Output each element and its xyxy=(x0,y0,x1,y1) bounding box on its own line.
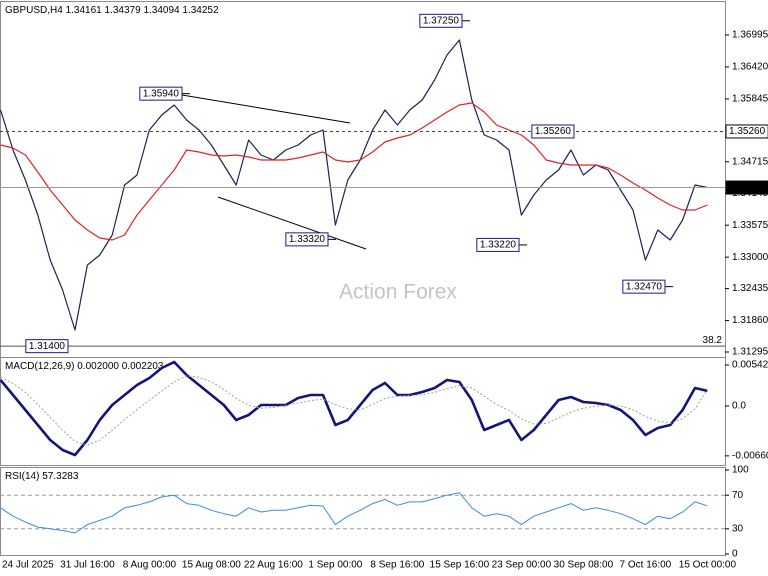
y-tick-label: 1.32435 xyxy=(732,283,768,294)
y-tick-label: -0.006603 xyxy=(732,451,768,462)
price-annotation-box xyxy=(139,86,183,101)
rsi-header: RSI(14) 57.3283 xyxy=(5,471,79,482)
price-annotation: 1.37250 xyxy=(423,15,460,26)
price-annotation: 1.31400 xyxy=(29,341,66,352)
x-tick-label: 31 Jul 16:00 xyxy=(60,560,115,571)
price-annotation-box xyxy=(25,339,69,354)
current-price-label: 1.34252 xyxy=(729,182,766,193)
series-line xyxy=(0,360,708,457)
y-tick-label: 1.33000 xyxy=(732,252,768,263)
y-tick-label: 1.34715 xyxy=(732,156,768,167)
y-tick-label: 1.36995 xyxy=(732,30,768,41)
y-tick-label: 1.35845 xyxy=(732,94,768,105)
panel-frame xyxy=(0,357,726,466)
resistance-label: 1.35260 xyxy=(535,126,572,137)
open: 1.34161 xyxy=(66,5,103,16)
resistance-label-box xyxy=(531,124,575,139)
price-annotation: 1.35940 xyxy=(143,88,180,99)
x-tick-label: 15 Oct 00:00 xyxy=(679,560,737,571)
close: 1.34252 xyxy=(182,5,219,16)
y-tick-label: 0 xyxy=(732,549,738,560)
x-tick-label: 15 Aug 08:00 xyxy=(182,560,241,571)
y-tick-label: 1.31860 xyxy=(732,315,768,326)
price-annotation-box xyxy=(622,279,666,294)
series-line xyxy=(0,102,708,241)
x-tick-label: 8 Sep 16:00 xyxy=(370,560,424,571)
series-line xyxy=(0,375,708,446)
y-tick-label: 1.31295 xyxy=(732,347,768,358)
y-tick-label: 0.005427 xyxy=(732,360,768,371)
y-tick-label: 1.36420 xyxy=(732,62,768,73)
macd-value: 0.002000 xyxy=(77,361,119,372)
series-line xyxy=(0,492,708,534)
macd-header: MACD(12,26,9) 0.002000 0.002203 xyxy=(5,361,164,372)
panel-frame xyxy=(0,467,726,556)
x-tick-label: 24 Jul 2025 xyxy=(2,560,54,571)
y-tick-label: 1.33575 xyxy=(732,220,768,231)
price-annotation: 1.33320 xyxy=(289,234,326,245)
price-annotation: 1.32470 xyxy=(626,281,663,292)
symbol: GBPUSD,H4 xyxy=(5,5,63,16)
x-tick-label: 23 Sep 00:00 xyxy=(492,560,552,571)
series-line xyxy=(0,39,708,331)
low: 1.34094 xyxy=(143,5,180,16)
trendline xyxy=(217,196,367,250)
current-price-label-box xyxy=(725,180,768,195)
macd-title: MACD(12,26,9) xyxy=(5,361,74,372)
y-tick-label: 100 xyxy=(732,465,749,476)
resistance-axis-label-box xyxy=(725,124,768,139)
x-tick-label: 8 Aug 00:00 xyxy=(123,560,177,571)
x-tick-label: 30 Sep 08:00 xyxy=(554,560,614,571)
resistance-axis-label: 1.35260 xyxy=(729,126,766,137)
price-annotation: 1.33220 xyxy=(480,240,517,251)
price-annotation-box xyxy=(476,237,520,252)
x-tick-label: 7 Oct 16:00 xyxy=(620,560,672,571)
y-tick-label: 0.0 xyxy=(732,401,746,412)
price-annotation-box xyxy=(419,13,463,28)
trendline xyxy=(169,92,351,124)
price-annotation-box xyxy=(285,232,329,247)
x-tick-label: 1 Sep 00:00 xyxy=(308,560,362,571)
rsi-title: RSI(14) xyxy=(5,471,39,482)
price-header: GBPUSD,H4 1.34161 1.34379 1.34094 1.3425… xyxy=(5,5,219,16)
x-tick-label: 22 Aug 16:00 xyxy=(244,560,303,571)
x-tick-label: 15 Sep 16:00 xyxy=(430,560,490,571)
y-tick-label: 70 xyxy=(732,490,744,501)
y-tick-label: 30 xyxy=(732,523,744,534)
signal-value: 0.002203 xyxy=(122,361,164,372)
rsi-value: 57.3283 xyxy=(42,471,79,482)
fib-level-label: 38.2 xyxy=(703,335,723,346)
high: 1.34379 xyxy=(105,5,142,16)
watermark: Action Forex xyxy=(339,281,457,304)
